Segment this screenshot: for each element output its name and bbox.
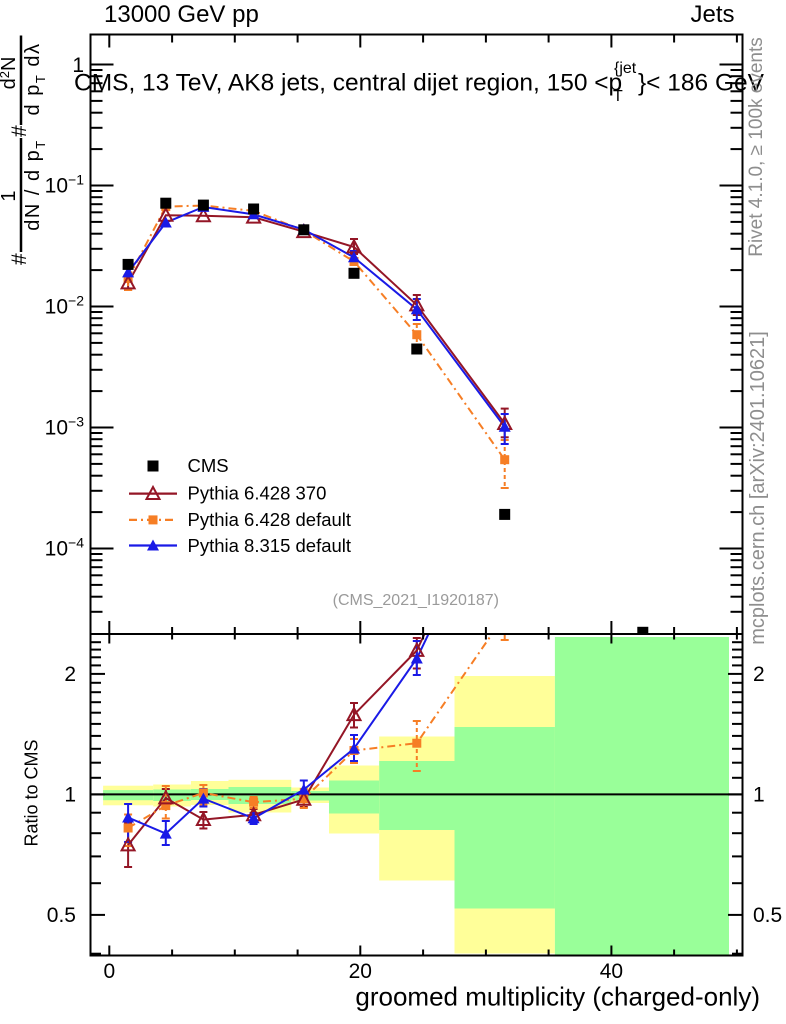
svg-text:Pythia 8.315 default: Pythia 8.315 default: [188, 535, 352, 556]
svg-text:CMS: CMS: [188, 455, 229, 476]
svg-text:0.5: 0.5: [47, 904, 76, 927]
svg-text:1: 1: [64, 783, 76, 806]
svg-text:20: 20: [349, 960, 372, 983]
svg-text:d2N: d2N: [0, 57, 20, 90]
svg-text:2: 2: [753, 663, 765, 686]
svg-text:40: 40: [600, 960, 623, 983]
svg-text:10−3: 10−3: [45, 414, 85, 440]
svg-text:T: T: [613, 88, 623, 105]
svg-text:Pythia 6.428 370: Pythia 6.428 370: [188, 483, 327, 504]
svg-text:#: #: [8, 125, 31, 137]
svg-text:Jets: Jets: [690, 1, 734, 28]
svg-text:{jet: {jet: [614, 60, 637, 77]
svg-text:1: 1: [0, 190, 20, 201]
svg-text:10−2: 10−2: [45, 293, 85, 319]
svg-text:groomed multiplicity (charged-: groomed multiplicity (charged-only): [355, 982, 760, 1012]
svg-text:CMS, 13 TeV, AK8 jets, central: CMS, 13 TeV, AK8 jets, central dijet reg…: [74, 70, 622, 97]
svg-text:#: #: [8, 253, 31, 265]
svg-text:2: 2: [64, 663, 76, 686]
svg-text:10−1: 10−1: [45, 172, 85, 198]
svg-text:Rivet 4.1.0, ≥ 100k events: Rivet 4.1.0, ≥ 100k events: [746, 37, 767, 257]
svg-text:0: 0: [103, 960, 115, 983]
svg-text:dN / d pT: dN / d pT: [22, 139, 48, 231]
svg-text:mcplots.cern.ch [arXiv:2401.10: mcplots.cern.ch [arXiv:2401.10621]: [747, 331, 769, 645]
svg-text:1: 1: [753, 783, 765, 806]
svg-text:Pythia 6.428 default: Pythia 6.428 default: [188, 509, 352, 530]
svg-text:}< 186 GeV: }< 186 GeV: [638, 70, 765, 97]
svg-text:0.5: 0.5: [753, 904, 782, 927]
svg-text:1: 1: [72, 54, 84, 77]
svg-text:13000 GeV pp: 13000 GeV pp: [104, 1, 259, 28]
svg-text:Ratio to CMS: Ratio to CMS: [22, 739, 42, 846]
svg-text:(CMS_2021_I1920187): (CMS_2021_I1920187): [333, 592, 499, 609]
